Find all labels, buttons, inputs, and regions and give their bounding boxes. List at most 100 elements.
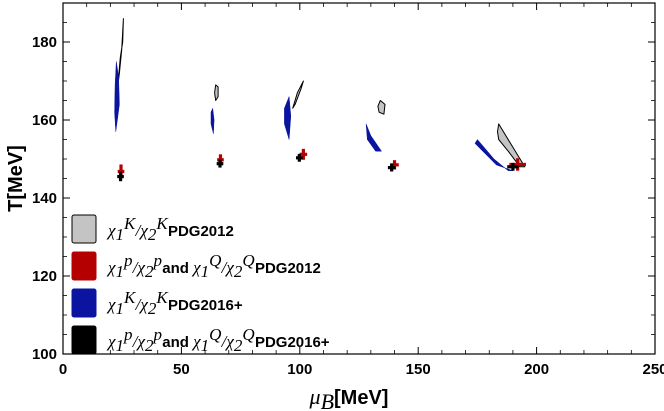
region-blue-1 — [210, 108, 215, 134]
legend-symbol: χ — [106, 258, 116, 277]
legend-connector: and — [162, 334, 193, 351]
plot-area — [114, 18, 526, 182]
cross-vertical — [297, 153, 301, 162]
legend-label-3: χ1p /χ2p and χ1Q /χ2Q PDG2016+ — [106, 325, 330, 355]
x-axis-subscript: B — [321, 389, 334, 411]
legend-symbol: χ — [106, 221, 116, 240]
legend-subscript: 1 — [201, 336, 210, 355]
legend-superscript: Q — [242, 251, 254, 270]
legend-subscript: 1 — [115, 262, 124, 281]
legend-suffix: PDG2016+ — [255, 334, 330, 351]
legend-slash: / — [132, 332, 140, 351]
legend-superscript: p — [123, 251, 133, 270]
legend-superscript: p — [152, 251, 162, 270]
legend-suffix: PDG2016+ — [168, 297, 243, 314]
region-blue-3 — [365, 123, 382, 152]
region-blue-0 — [114, 61, 120, 132]
y-tick-label-4: 180 — [32, 34, 57, 51]
legend-subscript: 2 — [145, 262, 154, 281]
cross-vertical — [118, 171, 123, 182]
legend-subscript: 2 — [234, 336, 243, 355]
point-red-0 — [117, 164, 125, 179]
legend-label-0: χ1K /χ2K PDG2012 — [106, 214, 234, 244]
region-gray-4 — [497, 123, 526, 168]
legend-swatch-2 — [71, 288, 97, 318]
point-black-1 — [216, 159, 224, 168]
legend-slash: / — [221, 332, 229, 351]
region-gray-0 — [117, 18, 124, 86]
legend-slash: / — [135, 221, 143, 240]
legend-item-2: χ1K /χ2K PDG2016+ — [71, 288, 243, 318]
legend-slash: / — [132, 258, 140, 277]
legend-item-0: χ1K /χ2K PDG2012 — [71, 214, 234, 244]
legend-symbol: χ — [138, 295, 148, 314]
cross-vertical — [301, 148, 305, 160]
legend-slash: / — [135, 295, 143, 314]
legend-superscript: K — [155, 288, 169, 307]
legend-superscript: Q — [209, 325, 221, 344]
y-tick-label-1: 120 — [32, 268, 57, 285]
legend-superscript: Q — [209, 251, 221, 270]
x-tick-label-1: 50 — [173, 361, 190, 378]
legend-suffix: PDG2012 — [255, 260, 321, 277]
legend-symbol: χ — [136, 332, 146, 351]
legend-item-1: χ1p /χ2p and χ1Q /χ2Q PDG2012 — [71, 251, 321, 281]
legend-symbol: χ — [224, 258, 234, 277]
legend-symbol: χ — [106, 295, 116, 314]
legend-superscript: K — [123, 214, 137, 233]
x-axis-symbol: μ — [309, 384, 321, 409]
region-gray-1 — [214, 84, 219, 101]
x-tick-label-2: 100 — [287, 361, 312, 378]
x-axis-unit: [MeV] — [334, 387, 388, 409]
legend-label-1: χ1p /χ2p and χ1Q /χ2Q PDG2012 — [106, 251, 321, 281]
cross-vertical — [119, 164, 123, 179]
legend-symbol: χ — [191, 332, 201, 351]
legend-subscript: 2 — [234, 262, 243, 281]
legend-subscript: 2 — [148, 225, 157, 244]
y-tick-label-2: 140 — [32, 190, 57, 207]
point-black-3 — [387, 163, 396, 172]
x-tick-label-4: 200 — [524, 361, 549, 378]
legend-subscript: 2 — [145, 336, 154, 355]
axes: 0 50 100 150 200 250 100 120 140 160 180 T[MeV] μB[M… — [5, 2, 664, 411]
cross-vertical — [392, 160, 397, 170]
point-red-4 — [509, 158, 526, 171]
legend-label-2: χ1K /χ2K PDG2016+ — [106, 288, 243, 318]
legend-swatch-3 — [71, 325, 97, 355]
cross-vertical — [218, 159, 222, 168]
point-red-2 — [299, 148, 308, 160]
region-blue-2 — [284, 96, 292, 140]
legend-swatch-1 — [71, 251, 97, 281]
point-black-2 — [296, 153, 303, 162]
x-tick-label-0: 0 — [59, 361, 67, 378]
legend-symbol: χ — [106, 332, 116, 351]
legend-superscript: p — [152, 325, 162, 344]
legend-superscript: K — [123, 288, 137, 307]
legend-superscript: K — [155, 214, 169, 233]
legend-swatch-0 — [71, 214, 97, 244]
cross-vertical — [390, 163, 394, 172]
legend-subscript: 1 — [115, 225, 124, 244]
cross-vertical — [511, 162, 515, 171]
legend-symbol: χ — [191, 258, 201, 277]
x-axis-title: μB[MeV] — [309, 384, 389, 411]
point-black-4 — [507, 162, 519, 171]
legend-symbol: χ — [138, 221, 148, 240]
point-black-0 — [117, 171, 124, 182]
legend-symbol: χ — [224, 332, 234, 351]
legend-slash: / — [221, 258, 229, 277]
x-tick-label-3: 150 — [406, 361, 431, 378]
region-gray-2 — [292, 80, 304, 109]
region-gray-3 — [377, 100, 386, 115]
y-axis-title: T[MeV] — [5, 145, 27, 212]
legend-subscript: 1 — [115, 299, 124, 318]
legend-subscript: 1 — [115, 336, 124, 355]
cross-vertical — [516, 158, 520, 171]
legend-connector: and — [162, 260, 193, 277]
legend-subscript: 2 — [148, 299, 157, 318]
legend-symbol: χ — [136, 258, 146, 277]
legend-superscript: Q — [242, 325, 254, 344]
x-tick-label-5: 250 — [642, 361, 664, 378]
y-tick-label-3: 160 — [32, 112, 57, 129]
